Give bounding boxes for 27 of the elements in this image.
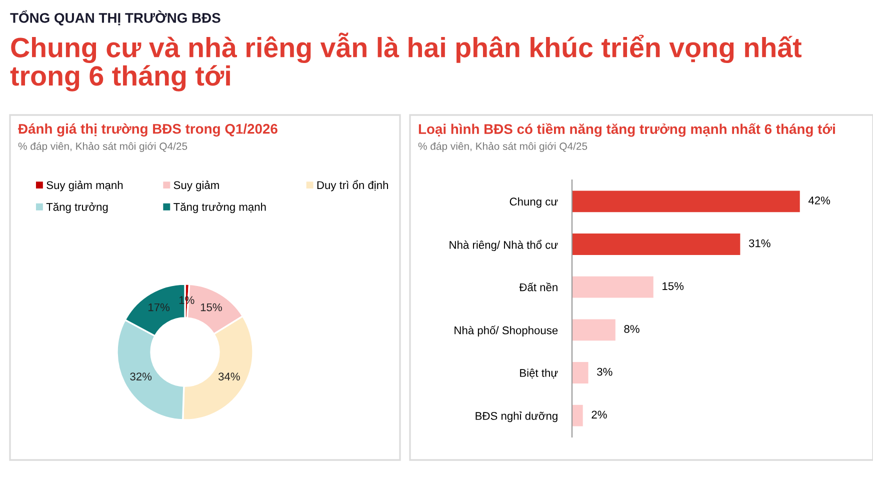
y-tick-label: Đất nền [519,282,558,292]
chart-title: Loại hình BĐS có tiềm năng tăng trưởng mạnh nhất 6 tháng tới [418,123,835,137]
y-tick-label: Nhà phố/ Shophouse [454,326,558,336]
chart-subtitle: % đáp viên, Khảo sát môi giới Q4/25 [418,142,588,152]
data-label: 2% [592,410,607,419]
data-label: 34% [218,372,240,380]
text: Chung cư và nhà riêng vẫn là hai phân khúc triển vọng nhất trong 6 tháng tới [10,32,802,92]
data-label: 17% [148,303,170,312]
data-label: 31% [748,239,770,248]
legend-label: Suy giảm mạnh [46,180,123,192]
data-label: 8% [624,325,640,333]
y-tick-label: Biệt thự [520,368,558,378]
data-label: 3% [597,368,612,376]
data-label: 15% [200,303,222,312]
data-label: 42% [808,196,830,204]
y-tick-label: BĐS nghỉ dưỡng [476,411,558,422]
legend-label: Duy trì ổn định [317,180,388,192]
y-tick-label: Chung cư [510,197,558,208]
legend-label: Tăng trưởng [46,202,108,214]
data-label: 15% [662,282,684,290]
legend-label: Tăng trưởng mạnh [174,202,266,214]
chart-subtitle: % đáp viên, Khảo sát môi giới Q4/25 [18,142,188,152]
legend-label: Suy giảm [174,180,219,192]
text: TỔNG QUAN THỊ TRƯỜNG BĐS [10,10,220,26]
y-tick-label: Nhà riêng/ Nhà thổ cư [450,240,558,252]
chart-title: Đánh giá thị trường BĐS trong Q1/2026 [18,123,278,137]
data-label: 32% [130,372,152,380]
